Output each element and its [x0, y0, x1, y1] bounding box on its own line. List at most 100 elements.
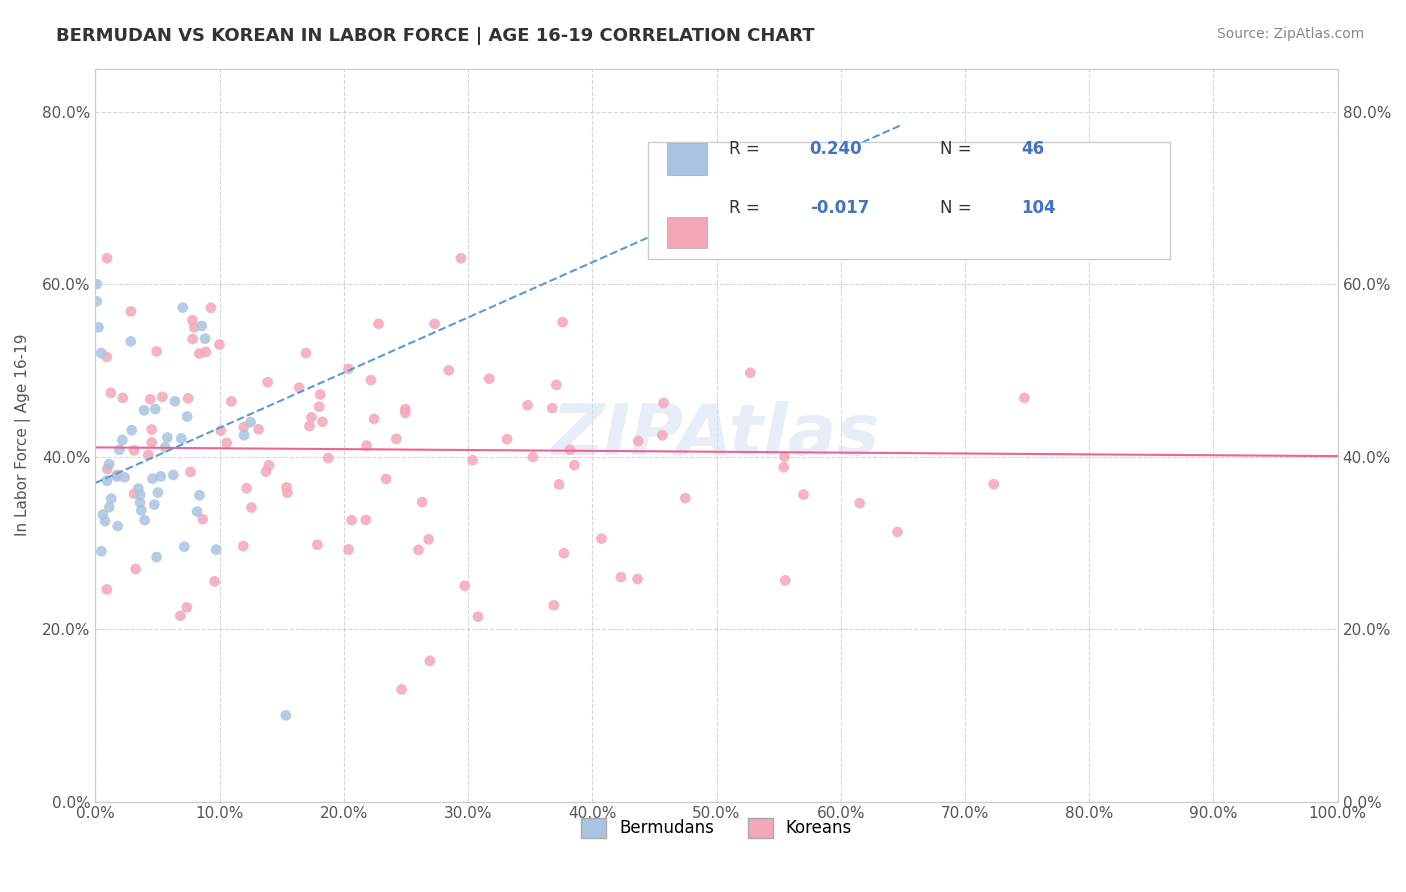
Point [129, 496, 152, 510]
Point [170, 431, 193, 445]
Point [107, 519, 129, 533]
Point [111, 391, 134, 405]
Point [626, 572, 648, 586]
Point [100, 385, 122, 400]
Point [363, 412, 385, 426]
Point [176, 600, 198, 615]
Point [295, 346, 318, 360]
Text: BERMUDAN VS KOREAN IN LABOR FORCE | AGE 16-19 CORRELATION CHART: BERMUDAN VS KOREAN IN LABOR FORCE | AGE … [56, 27, 815, 45]
Point [181, 313, 204, 327]
Point [120, 304, 142, 318]
Point [141, 435, 163, 450]
Point [191, 512, 214, 526]
Point [183, 320, 205, 334]
Point [478, 372, 501, 386]
Point [792, 487, 814, 501]
Point [775, 574, 797, 588]
Point [553, 546, 575, 560]
Point [136, 448, 159, 462]
Point [96, 350, 118, 364]
Point [543, 599, 565, 613]
Point [186, 504, 208, 518]
Point [337, 542, 360, 557]
Point [134, 513, 156, 527]
FancyBboxPatch shape [666, 217, 707, 248]
Point [541, 401, 564, 416]
Point [516, 398, 538, 412]
Point [340, 513, 363, 527]
Point [467, 609, 489, 624]
Point [96, 582, 118, 597]
Point [105, 468, 128, 483]
Point [274, 708, 297, 723]
Point [121, 423, 143, 437]
Point [239, 415, 262, 429]
Point [591, 532, 613, 546]
Point [162, 467, 184, 482]
Text: N =: N = [941, 199, 977, 217]
Point [122, 486, 145, 500]
Point [108, 442, 131, 457]
Point [848, 496, 870, 510]
Point [276, 480, 298, 494]
Point [188, 346, 211, 360]
Point [91, 508, 114, 522]
Point [163, 394, 186, 409]
Text: R =: R = [728, 140, 765, 158]
Point [86, 294, 108, 309]
Point [200, 301, 222, 315]
Point [194, 332, 217, 346]
Point [114, 470, 136, 484]
Point [153, 440, 176, 454]
Point [127, 482, 149, 496]
Point [651, 428, 673, 442]
Point [146, 485, 169, 500]
Point [423, 317, 446, 331]
Y-axis label: In Labor Force | Age 16-19: In Labor Force | Age 16-19 [15, 334, 31, 536]
Point [276, 485, 298, 500]
Point [87, 320, 110, 334]
Point [450, 252, 472, 266]
Point [143, 498, 166, 512]
Point [394, 406, 416, 420]
Point [247, 422, 270, 436]
Point [145, 549, 167, 564]
Text: ZIPAtlas: ZIPAtlas [553, 401, 880, 469]
Point [983, 477, 1005, 491]
Point [105, 469, 128, 483]
Point [129, 503, 152, 517]
Point [316, 451, 339, 466]
Point [311, 415, 333, 429]
Point [548, 477, 571, 491]
Point [394, 402, 416, 417]
Text: R =: R = [728, 199, 765, 217]
Point [204, 574, 226, 589]
Point [149, 469, 172, 483]
Point [307, 538, 329, 552]
Point [139, 392, 162, 407]
Point [298, 419, 321, 434]
Point [558, 442, 581, 457]
Point [181, 332, 204, 346]
Point [256, 375, 278, 389]
Point [125, 562, 148, 576]
Text: -0.017: -0.017 [810, 199, 869, 217]
Point [454, 579, 477, 593]
Point [385, 432, 408, 446]
Point [169, 608, 191, 623]
Point [235, 481, 257, 495]
Point [143, 402, 166, 417]
Point [772, 460, 794, 475]
Point [215, 435, 238, 450]
Point [176, 409, 198, 424]
Point [551, 315, 574, 329]
Point [177, 392, 200, 406]
Point [652, 396, 675, 410]
Point [496, 432, 519, 446]
Point [221, 394, 243, 409]
Point [419, 654, 441, 668]
Point [564, 458, 586, 472]
Point [86, 277, 108, 292]
Point [90, 544, 112, 558]
Point [301, 410, 323, 425]
